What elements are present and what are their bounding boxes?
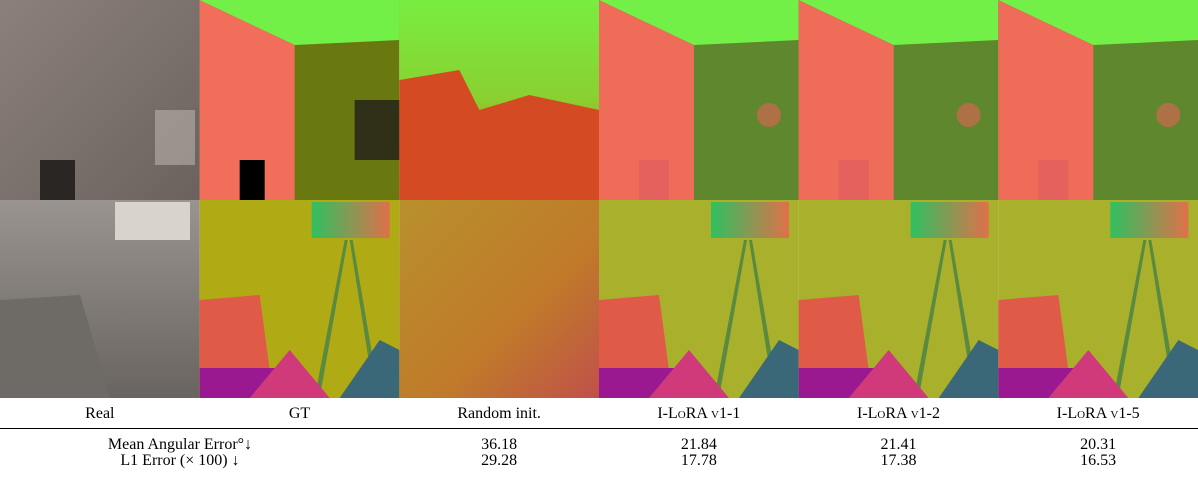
normal-detail: [839, 160, 869, 200]
photo: [0, 0, 200, 200]
metric-value: 21.41: [881, 437, 917, 453]
metric-label: Mean Angular Error°↓: [108, 437, 252, 453]
metric-value: 36.18: [481, 437, 517, 453]
metric-value: 17.38: [881, 453, 917, 469]
column-label: Random init.: [457, 406, 541, 422]
metric-value: 29.28: [481, 453, 517, 469]
normal-hole: [240, 160, 265, 200]
normal-sofa: [998, 295, 1068, 370]
metric-value: 17.78: [681, 453, 717, 469]
normal-lamp: [911, 202, 989, 238]
figure: Real GT Random init. I-LoRA v1-1 I-LoRA v1-2…: [0, 0, 1198, 477]
table-rule: [0, 428, 1198, 429]
photo-detail: [40, 160, 75, 200]
normal-detail: [639, 160, 669, 200]
normal-detail: [957, 103, 981, 127]
normal-detail: [757, 103, 781, 127]
metric-label: L1 Error (× 100) ↓: [120, 453, 239, 469]
column-label: Real: [85, 406, 114, 422]
column-label: GT: [289, 406, 310, 422]
column-label: I-LoRA v1-2: [857, 406, 940, 422]
normal-hole: [355, 100, 400, 160]
normal-lamp: [711, 202, 789, 238]
normal-map: [399, 200, 599, 398]
metric-value: 21.84: [681, 437, 717, 453]
normal-sofa: [200, 295, 270, 370]
normal-sofa: [799, 295, 869, 370]
photo-detail: [155, 110, 195, 165]
image-grid: [0, 0, 1198, 400]
normal-detail: [1156, 103, 1180, 127]
normal-lamp: [312, 202, 390, 238]
photo-lamp: [115, 202, 190, 240]
normal-lamp: [1110, 202, 1188, 238]
normal-detail: [1038, 160, 1068, 200]
metric-value: 16.53: [1080, 453, 1116, 469]
normal-sofa: [599, 295, 669, 370]
column-label: I-LoRA v1-1: [657, 406, 740, 422]
column-label: I-LoRA v1-5: [1057, 406, 1140, 422]
metric-value: 20.31: [1080, 437, 1116, 453]
